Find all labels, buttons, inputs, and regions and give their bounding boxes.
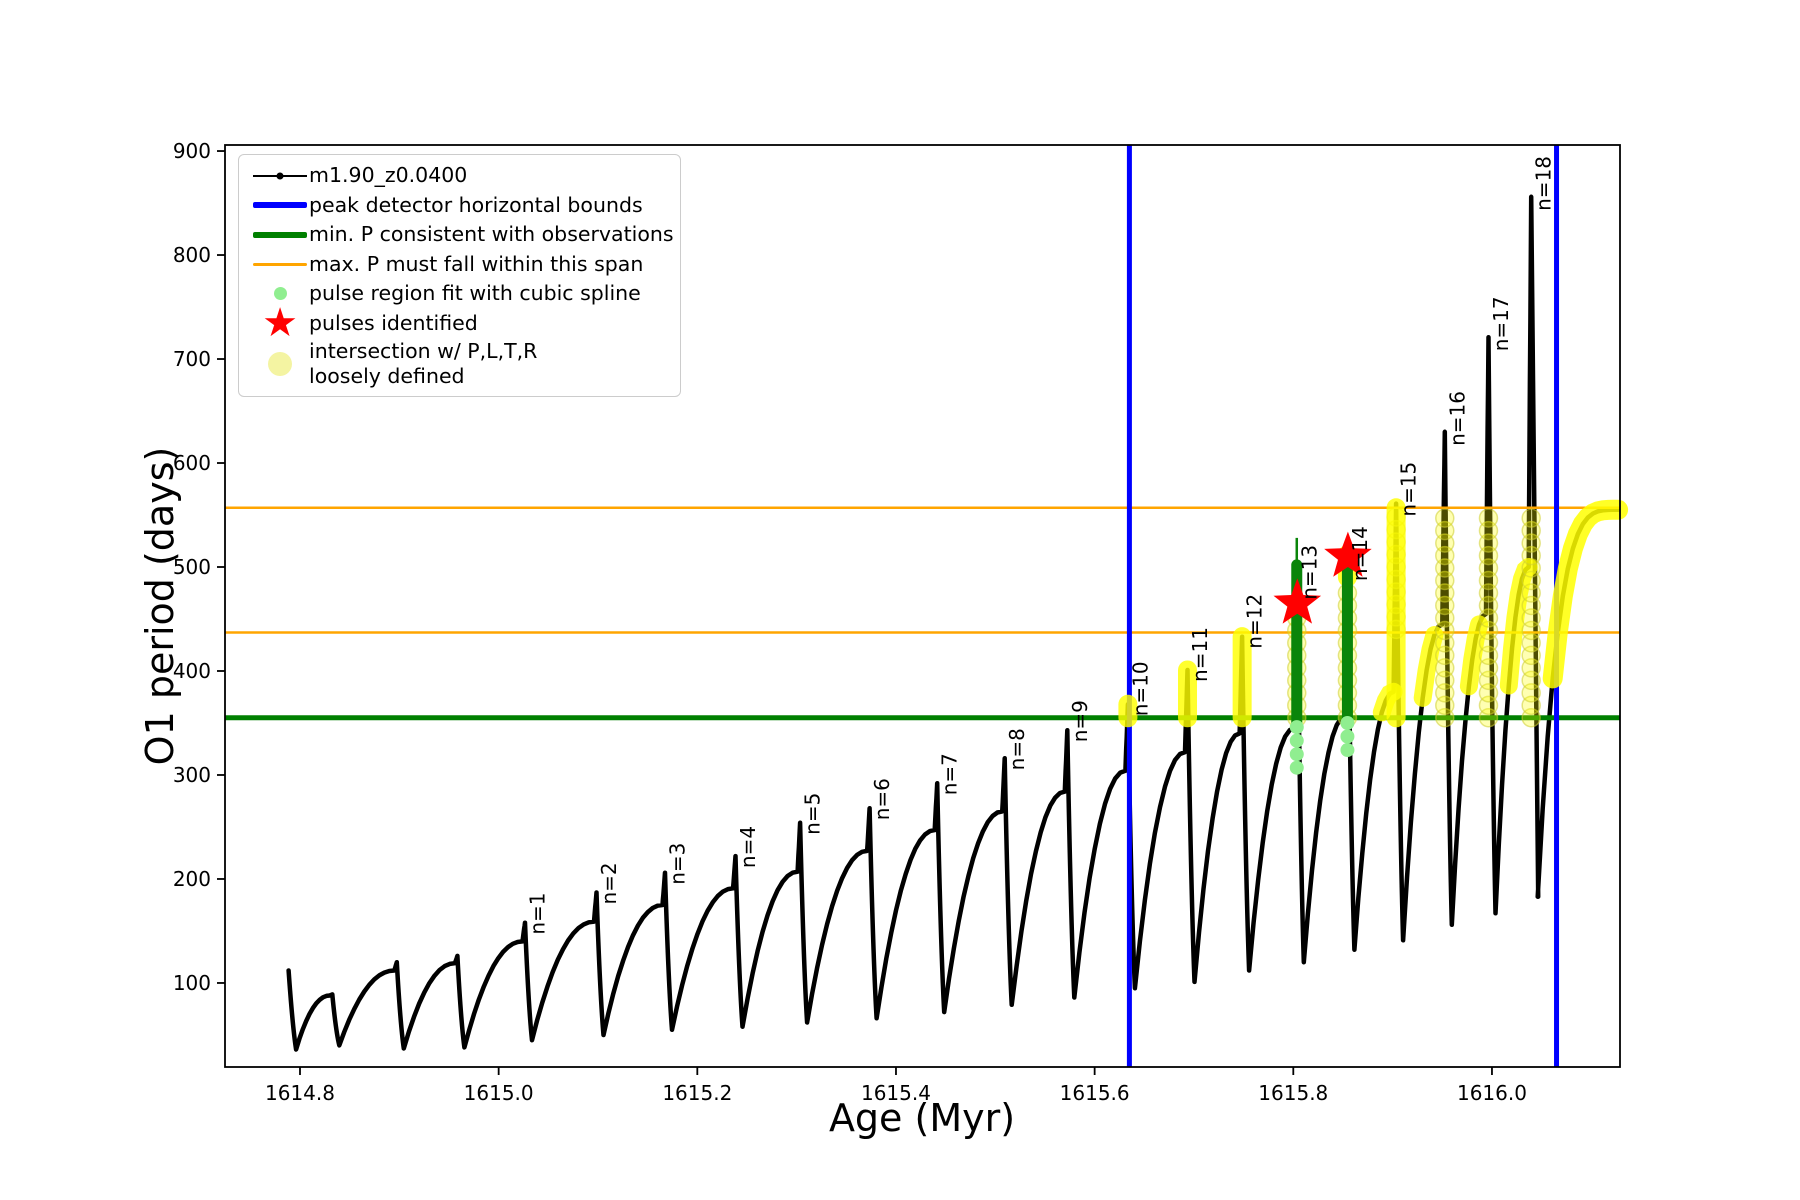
legend-label: peak detector horizontal bounds [309,192,643,217]
spline-region-dot [1289,720,1304,735]
track-path [286,194,1621,1052]
series-track [286,194,1621,1052]
lightgreen-dot-marker [251,287,309,301]
red-star-icon: ★ [262,300,298,347]
pulse-label-n3: n=3 [666,843,690,885]
pulse-label-n12: n=12 [1243,594,1267,649]
legend-label: pulse region fit with cubic spline [309,281,641,306]
spline-region-dot [1289,747,1304,762]
pulse-label-n16: n=16 [1445,391,1469,446]
legend-label: max. P must fall within this span [309,251,644,276]
pulse-labels-layer: n=1 n=2 n=3 n=4 n=5 n=6 n=7 n=8 n=9 n=10 n=11 n=12 n… [525,156,1555,935]
green-line-marker [251,231,309,238]
spline-region-dot [1340,729,1355,744]
pulse-label-n5: n=5 [801,793,825,835]
pulse-label-n14: n=14 [1348,526,1372,581]
pulse-label-n1: n=1 [525,892,549,934]
pulse-label-n13: n=13 [1297,545,1321,600]
x-tick-label: 1614.8 [265,1081,335,1105]
x-tick-label: 1616.0 [1457,1081,1527,1105]
legend-row-series: m1.90_z0.0400 [239,161,680,191]
pulse-label-n11: n=11 [1188,627,1212,682]
series-line-marker [251,172,309,180]
x-tick-label: 1615.8 [1258,1081,1328,1105]
plot-frame [224,144,1621,1068]
pulse-identified-star-1 [1273,578,1322,624]
pulse-label-n2: n=2 [597,862,621,904]
legend-row-intersection: intersection w/ P,L,T,R loosely defined [239,338,680,390]
spline-region-dot [1340,715,1355,730]
axes-layer: 1614.8 1615.0 1615.2 1615.4 1615.6 1615.8 1616… [173,139,1621,1105]
x-tick-label: 1615.6 [1060,1081,1130,1105]
x-tick-label: 1615.2 [662,1081,732,1105]
yellow-dot-marker [251,352,309,376]
pulse-identified-star-2 [1324,531,1372,577]
legend-row-spline: pulse region fit with cubic spline [239,279,680,309]
y-tick-label: 500 [173,555,211,579]
pulse-label-n10: n=10 [1128,661,1152,716]
y-tick-label: 600 [173,451,211,475]
legend-label-line2: loosely defined [309,364,465,388]
x-tick-label: 1615.0 [464,1081,534,1105]
pulse-label-n17: n=17 [1489,296,1513,351]
legend: m1.90_z0.0400 peak detector horizontal b… [238,154,681,397]
yellow-streak-tail [1542,499,1629,689]
intersection-yellow-layer [1118,498,1629,728]
legend-label-line1: intersection w/ P,L,T,R [309,339,538,363]
x-tick-label: 1615.4 [861,1081,931,1105]
legend-row-max-p: max. P must fall within this span [239,250,680,280]
spline-region-dot [1289,760,1304,775]
pulse-label-n9: n=9 [1068,700,1092,742]
y-tick-label: 700 [173,347,211,371]
yellow-bead [1521,508,1541,528]
blue-line-marker [251,202,309,209]
y-tick-label: 800 [173,243,211,267]
pulse-label-n15: n=15 [1397,462,1421,517]
legend-row-min-p: min. P consistent with observations [239,220,680,250]
legend-label: intersection w/ P,L,T,R loosely defined [309,339,537,389]
yellow-streak-n18 [1499,558,1538,695]
spline-region-dot [1289,733,1304,748]
y-tick-label: 300 [173,763,211,787]
x-axis-label: Age (Myr) [828,1096,1016,1140]
y-tick-label: 400 [173,659,211,683]
yellow-bead [1478,508,1499,528]
yellow-streak-n17 [1459,615,1489,696]
y-axis-label: O1 period (days) [138,446,182,766]
legend-row-pulses: ★ pulses identified [239,300,680,347]
legend-row-peak-bounds: peak detector horizontal bounds [239,191,680,221]
y-tick-label: 200 [173,867,211,891]
horizontal-guides [225,506,1620,721]
yellow-streak-n16 [1413,626,1444,707]
legend-label: pulses identified [309,310,478,335]
y-tick-label: 100 [173,971,211,995]
pulse-label-n7: n=7 [938,753,962,795]
pulse-stars-layer [1273,531,1372,624]
spline-region-dot [1340,743,1355,758]
yellow-bead [1435,508,1455,528]
legend-label: m1.90_z0.0400 [309,163,468,188]
y-tick-label: 900 [173,139,211,163]
pulse-label-n4: n=4 [736,826,760,868]
pulse-label-n8: n=8 [1005,728,1029,770]
legend-label: min. P consistent with observations [309,222,674,247]
orange-line-marker [251,262,309,266]
pulse-label-n6: n=6 [870,778,894,820]
pulse-label-n18: n=18 [1532,156,1556,211]
